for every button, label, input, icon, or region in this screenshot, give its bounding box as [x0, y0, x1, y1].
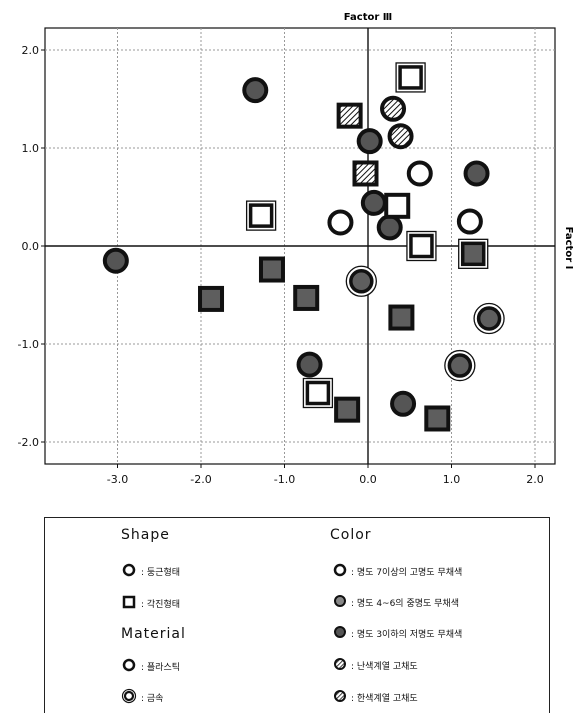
data-point-square — [336, 102, 363, 129]
data-point-square — [293, 284, 320, 311]
data-point-square — [198, 285, 225, 312]
legend-material-plastic: : 플라스틱 — [141, 663, 181, 673]
legend-material-metal: : 금속 — [141, 694, 164, 704]
data-point-circle — [102, 247, 129, 274]
legend-color-dark: : 명도 3이하의 저명도 무채색 — [351, 630, 463, 640]
x-tick-label: 1.0 — [443, 473, 461, 486]
y-tick-label: 0.0 — [22, 240, 40, 253]
x-tick-label: -1.0 — [274, 473, 295, 486]
grid-lines — [45, 28, 555, 464]
data-point-square — [302, 377, 334, 409]
legend-color-title: Color — [330, 527, 372, 543]
legend-shape-circle: : 둥근형태 — [141, 568, 181, 578]
data-point-circle — [296, 351, 323, 378]
data-point-square — [388, 304, 415, 331]
point-marker — [327, 209, 354, 236]
data-point-circle — [387, 123, 414, 150]
data-point-square — [352, 160, 379, 187]
point-marker — [456, 208, 483, 235]
point-marker — [406, 160, 433, 187]
legend-shape-title: Shape — [121, 527, 170, 543]
data-point-square — [384, 192, 411, 219]
data-point-square — [458, 238, 489, 269]
scatter-chart: -3.0 -2.0 -1.0 0.0 1.0 2.0 -2.0 -1.0 0.0 1.0 2.0 F… — [18, 12, 574, 486]
data-point-circle — [356, 128, 383, 155]
legend-plastic-symbol — [122, 658, 136, 672]
data-point-circle — [463, 160, 490, 187]
point-marker — [334, 396, 361, 423]
point-marker — [352, 160, 379, 187]
data-point-square — [245, 200, 277, 231]
x-tick-label: -3.0 — [107, 473, 128, 486]
point-marker — [463, 160, 490, 187]
data-point-circle — [473, 302, 505, 335]
y-tick-label: 2.0 — [22, 44, 40, 57]
y-tick-label: 1.0 — [22, 142, 40, 155]
legend-color-warm-symbol — [334, 658, 346, 670]
data-points — [102, 62, 505, 432]
data-point-circle — [406, 160, 433, 187]
point-marker — [296, 351, 323, 378]
point-marker — [349, 269, 374, 294]
data-point-square — [395, 62, 426, 93]
data-point-circle — [360, 189, 387, 216]
data-point-circle — [376, 214, 403, 241]
top-axis-label: Factor Ⅲ — [344, 12, 392, 23]
y-tick-label: -2.0 — [18, 436, 39, 449]
legend-color-mid: : 명도 4~6의 중명도 무채색 — [351, 599, 459, 609]
y-tick-label: -1.0 — [18, 338, 39, 351]
x-tick-label: 2.0 — [526, 473, 544, 486]
point-marker — [398, 65, 423, 90]
point-marker — [360, 189, 387, 216]
point-marker — [447, 353, 473, 378]
data-point-circle — [345, 265, 377, 297]
point-marker — [409, 233, 434, 259]
data-point-circle — [456, 208, 483, 235]
legend-color-white: : 명도 7이상의 고명도 무채색 — [351, 568, 463, 578]
legend-square-symbol — [122, 595, 136, 609]
point-marker — [390, 390, 417, 417]
x-tick-label: -2.0 — [190, 473, 211, 486]
legend-color-warm: : 난색계열 고채도 — [351, 662, 418, 672]
point-marker — [336, 102, 363, 129]
data-point-circle — [242, 77, 269, 104]
point-marker — [376, 214, 403, 241]
point-marker — [198, 285, 225, 312]
data-point-circle — [444, 349, 476, 382]
x-tick-label: 0.0 — [359, 473, 377, 486]
legend-color-white-symbol — [333, 563, 347, 577]
legend-color-cool: : 한색계열 고채도 — [351, 694, 418, 704]
point-marker — [242, 77, 269, 104]
data-point-circle — [327, 209, 354, 236]
tick-labels: -3.0 -2.0 -1.0 0.0 1.0 2.0 -2.0 -1.0 0.0 1.0 2.0 — [18, 44, 544, 486]
legend-color-dark-symbol — [334, 626, 346, 638]
point-marker — [424, 405, 451, 432]
data-point-circle — [380, 95, 407, 122]
point-marker — [460, 241, 486, 267]
legend-metal-symbol — [121, 688, 137, 704]
data-point-circle — [390, 390, 417, 417]
legend-shape-square: : 각진형태 — [141, 600, 181, 610]
point-marker — [102, 247, 129, 274]
point-marker — [258, 256, 285, 283]
point-marker — [305, 380, 331, 406]
right-axis-label: Factor Ⅰ — [563, 227, 574, 270]
point-marker — [293, 284, 320, 311]
point-marker — [387, 123, 414, 150]
point-marker — [356, 128, 383, 155]
point-marker — [476, 306, 502, 331]
legend-box: Shape : 둥근형태 : 각진형태 Material : 플라스틱 : 금속… — [44, 517, 550, 713]
data-point-square — [334, 396, 361, 423]
point-marker — [384, 192, 411, 219]
data-point-square — [258, 256, 285, 283]
point-marker — [248, 203, 274, 228]
point-marker — [380, 95, 407, 122]
legend-color-mid-symbol — [334, 595, 346, 607]
data-point-square — [424, 405, 451, 432]
data-point-square — [406, 230, 437, 262]
legend-circle-symbol — [122, 563, 136, 577]
legend-color-cool-symbol — [334, 690, 346, 702]
point-marker — [388, 304, 415, 331]
legend-material-title: Material — [121, 626, 186, 642]
